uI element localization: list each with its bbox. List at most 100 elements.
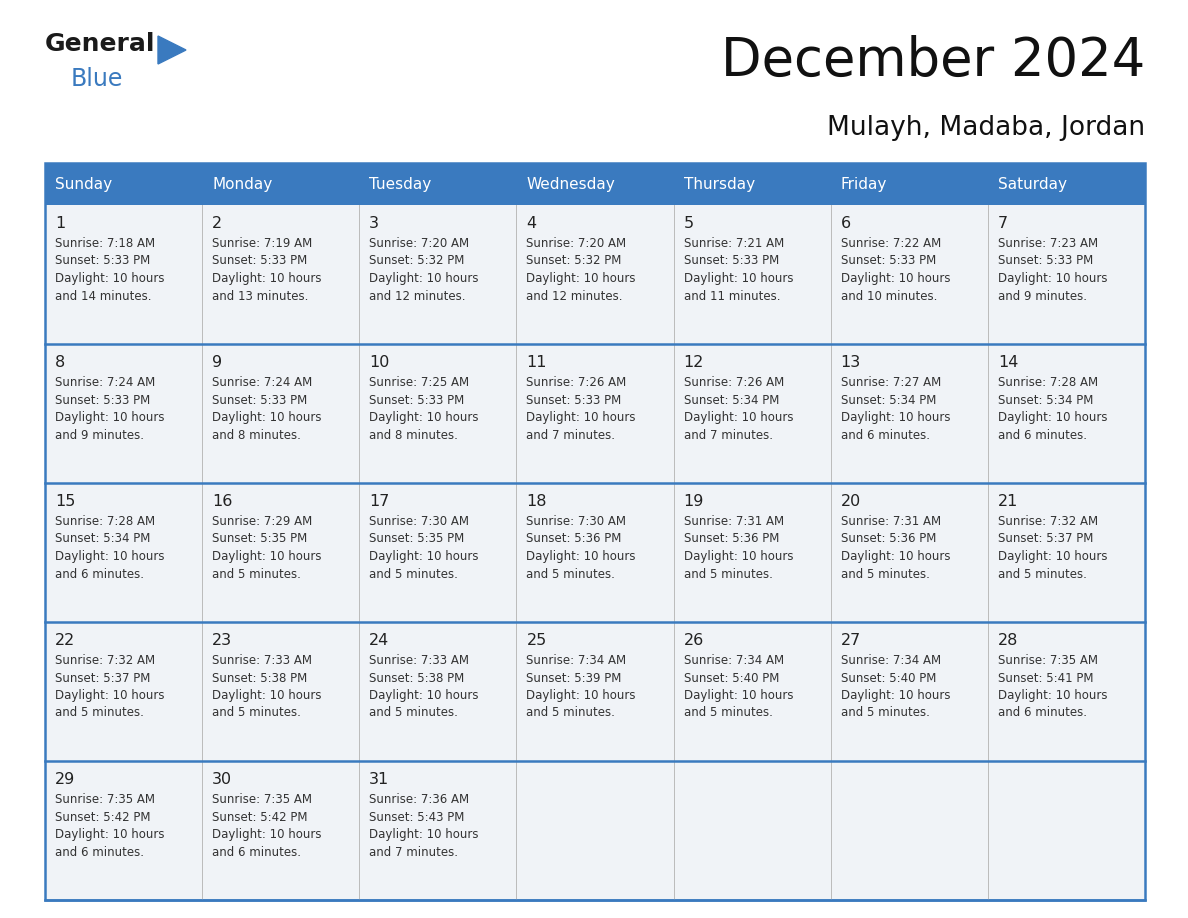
Text: and 6 minutes.: and 6 minutes.	[55, 845, 144, 858]
Text: 13: 13	[841, 355, 861, 370]
Text: Sunset: 5:37 PM: Sunset: 5:37 PM	[998, 532, 1093, 545]
Bar	[674, 761, 830, 900]
Text: Daylight: 10 hours: Daylight: 10 hours	[55, 272, 164, 285]
Text: Sunrise: 7:27 AM: Sunrise: 7:27 AM	[841, 376, 941, 389]
Text: Sunrise: 7:36 AM: Sunrise: 7:36 AM	[369, 793, 469, 806]
Text: 2: 2	[213, 216, 222, 231]
Text: 27: 27	[841, 633, 861, 648]
Text: 3: 3	[369, 216, 379, 231]
Text: Daylight: 10 hours: Daylight: 10 hours	[841, 272, 950, 285]
Text: Sunrise: 7:26 AM: Sunrise: 7:26 AM	[683, 376, 784, 389]
Text: 23: 23	[213, 633, 233, 648]
Text: and 5 minutes.: and 5 minutes.	[369, 707, 459, 720]
Bar	[830, 483, 988, 622]
Bar	[517, 344, 674, 483]
Text: Sunset: 5:33 PM: Sunset: 5:33 PM	[998, 254, 1093, 267]
Text: and 5 minutes.: and 5 minutes.	[369, 567, 459, 580]
Bar	[674, 163, 830, 205]
Text: Sunset: 5:33 PM: Sunset: 5:33 PM	[526, 394, 621, 407]
Text: Sunset: 5:38 PM: Sunset: 5:38 PM	[369, 671, 465, 685]
Bar	[359, 205, 517, 344]
Text: and 6 minutes.: and 6 minutes.	[998, 707, 1087, 720]
Text: Daylight: 10 hours: Daylight: 10 hours	[213, 411, 322, 424]
Text: Daylight: 10 hours: Daylight: 10 hours	[841, 689, 950, 702]
Text: Sunset: 5:42 PM: Sunset: 5:42 PM	[213, 811, 308, 823]
Text: Sunset: 5:34 PM: Sunset: 5:34 PM	[55, 532, 151, 545]
Bar	[45, 163, 202, 205]
Bar	[45, 163, 1145, 900]
Bar	[517, 622, 674, 761]
Text: and 5 minutes.: and 5 minutes.	[526, 707, 615, 720]
Text: Daylight: 10 hours: Daylight: 10 hours	[369, 689, 479, 702]
Text: Sunrise: 7:31 AM: Sunrise: 7:31 AM	[841, 515, 941, 528]
Text: 28: 28	[998, 633, 1018, 648]
Text: and 6 minutes.: and 6 minutes.	[998, 429, 1087, 442]
Text: Daylight: 10 hours: Daylight: 10 hours	[213, 272, 322, 285]
Text: Daylight: 10 hours: Daylight: 10 hours	[369, 550, 479, 563]
Text: Sunrise: 7:33 AM: Sunrise: 7:33 AM	[369, 654, 469, 667]
Bar	[359, 163, 517, 205]
Text: Sunrise: 7:24 AM: Sunrise: 7:24 AM	[213, 376, 312, 389]
Text: and 5 minutes.: and 5 minutes.	[213, 707, 301, 720]
Bar	[517, 205, 674, 344]
Text: Sunset: 5:36 PM: Sunset: 5:36 PM	[526, 532, 621, 545]
Text: Daylight: 10 hours: Daylight: 10 hours	[683, 550, 794, 563]
Text: Sunset: 5:33 PM: Sunset: 5:33 PM	[213, 254, 308, 267]
Bar	[45, 205, 202, 344]
Text: 21: 21	[998, 494, 1018, 509]
Text: and 5 minutes.: and 5 minutes.	[55, 707, 144, 720]
Text: Daylight: 10 hours: Daylight: 10 hours	[841, 411, 950, 424]
Text: and 8 minutes.: and 8 minutes.	[213, 429, 301, 442]
Text: Daylight: 10 hours: Daylight: 10 hours	[841, 550, 950, 563]
Text: Sunset: 5:33 PM: Sunset: 5:33 PM	[55, 394, 150, 407]
Text: Daylight: 10 hours: Daylight: 10 hours	[369, 411, 479, 424]
Text: 1: 1	[55, 216, 65, 231]
Text: Sunset: 5:35 PM: Sunset: 5:35 PM	[213, 532, 308, 545]
Text: and 12 minutes.: and 12 minutes.	[526, 289, 623, 303]
Text: Sunset: 5:39 PM: Sunset: 5:39 PM	[526, 671, 621, 685]
Text: Sunrise: 7:34 AM: Sunrise: 7:34 AM	[683, 654, 784, 667]
Text: Sunset: 5:33 PM: Sunset: 5:33 PM	[213, 394, 308, 407]
Text: Sunset: 5:36 PM: Sunset: 5:36 PM	[841, 532, 936, 545]
Text: 11: 11	[526, 355, 546, 370]
Text: 4: 4	[526, 216, 537, 231]
Text: Daylight: 10 hours: Daylight: 10 hours	[526, 272, 636, 285]
Polygon shape	[158, 36, 187, 64]
Text: Sunrise: 7:21 AM: Sunrise: 7:21 AM	[683, 237, 784, 250]
Bar	[988, 761, 1145, 900]
Text: and 5 minutes.: and 5 minutes.	[841, 567, 929, 580]
Bar	[45, 344, 202, 483]
Text: 29: 29	[55, 772, 75, 787]
Text: 7: 7	[998, 216, 1007, 231]
Text: Friday: Friday	[841, 176, 887, 192]
Text: and 6 minutes.: and 6 minutes.	[213, 845, 301, 858]
Text: and 8 minutes.: and 8 minutes.	[369, 429, 459, 442]
Text: 24: 24	[369, 633, 390, 648]
Text: Sunset: 5:43 PM: Sunset: 5:43 PM	[369, 811, 465, 823]
Text: Sunset: 5:42 PM: Sunset: 5:42 PM	[55, 811, 151, 823]
Text: Daylight: 10 hours: Daylight: 10 hours	[526, 550, 636, 563]
Bar	[674, 483, 830, 622]
Text: 26: 26	[683, 633, 703, 648]
Text: Sunset: 5:33 PM: Sunset: 5:33 PM	[55, 254, 150, 267]
Text: Sunrise: 7:20 AM: Sunrise: 7:20 AM	[526, 237, 626, 250]
Text: Sunrise: 7:33 AM: Sunrise: 7:33 AM	[213, 654, 312, 667]
Text: Sunrise: 7:35 AM: Sunrise: 7:35 AM	[998, 654, 1098, 667]
Text: Daylight: 10 hours: Daylight: 10 hours	[55, 828, 164, 841]
Text: 6: 6	[841, 216, 851, 231]
Text: and 5 minutes.: and 5 minutes.	[526, 567, 615, 580]
Text: 22: 22	[55, 633, 75, 648]
Text: Blue: Blue	[71, 67, 124, 91]
Bar	[830, 163, 988, 205]
Text: and 5 minutes.: and 5 minutes.	[683, 567, 772, 580]
Text: Sunrise: 7:32 AM: Sunrise: 7:32 AM	[998, 515, 1098, 528]
Text: Sunset: 5:33 PM: Sunset: 5:33 PM	[683, 254, 779, 267]
Text: Daylight: 10 hours: Daylight: 10 hours	[213, 828, 322, 841]
Bar	[830, 344, 988, 483]
Text: Sunrise: 7:28 AM: Sunrise: 7:28 AM	[998, 376, 1098, 389]
Text: Daylight: 10 hours: Daylight: 10 hours	[998, 550, 1107, 563]
Text: and 5 minutes.: and 5 minutes.	[841, 707, 929, 720]
Bar	[674, 622, 830, 761]
Bar	[202, 622, 359, 761]
Text: Sunset: 5:40 PM: Sunset: 5:40 PM	[683, 671, 779, 685]
